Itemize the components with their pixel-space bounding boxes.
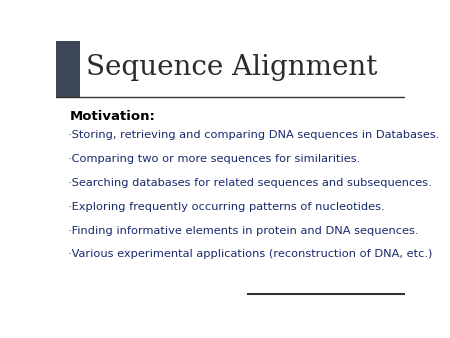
Text: ·Finding informative elements in protein and DNA sequences.: ·Finding informative elements in protein…	[68, 225, 419, 236]
Text: ·Storing, retrieving and comparing DNA sequences in Databases.: ·Storing, retrieving and comparing DNA s…	[68, 130, 440, 140]
Text: Sequence Alignment: Sequence Alignment	[86, 54, 377, 81]
Text: ·Searching databases for related sequences and subsequences.: ·Searching databases for related sequenc…	[68, 178, 432, 188]
Text: ·Various experimental applications (reconstruction of DNA, etc.): ·Various experimental applications (reco…	[68, 249, 433, 260]
Text: ·Comparing two or more sequences for similarities.: ·Comparing two or more sequences for sim…	[68, 154, 361, 164]
Bar	[56, 41, 80, 98]
Text: ·Exploring frequently occurring patterns of nucleotides.: ·Exploring frequently occurring patterns…	[68, 201, 385, 212]
Text: Motivation:: Motivation:	[70, 110, 156, 123]
